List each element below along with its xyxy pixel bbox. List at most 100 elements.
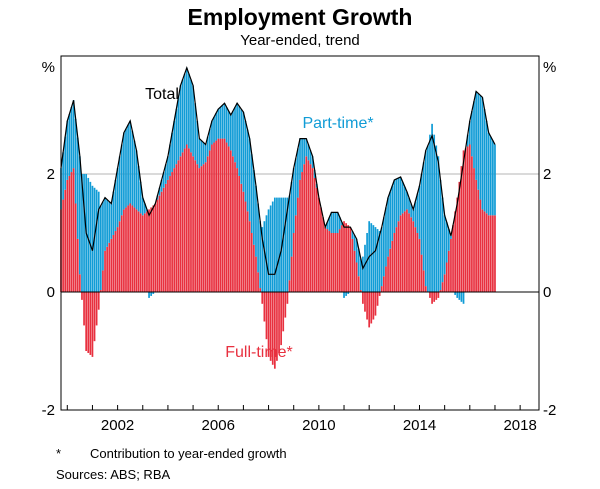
full-time-bar	[104, 250, 106, 292]
part-time-bar	[211, 120, 213, 145]
part-time-bar	[380, 227, 383, 287]
full-time-bar	[198, 168, 201, 292]
part-time-bar	[383, 217, 385, 277]
full-time-bar	[265, 292, 268, 340]
part-time-bar	[253, 170, 255, 245]
full-time-bar	[328, 231, 331, 292]
part-time-bar	[345, 292, 347, 296]
x-tick-label: 2010	[302, 417, 335, 434]
part-time-bar	[481, 97, 484, 210]
full-time-bar	[112, 234, 115, 292]
full-time-bar	[359, 290, 362, 292]
part-time-bar	[181, 79, 184, 153]
part-time-bar	[412, 209, 415, 222]
part-time-bar	[244, 120, 247, 202]
full-time-bar	[160, 191, 163, 292]
part-time-bar	[171, 132, 173, 173]
x-tick-label: 2014	[403, 417, 436, 434]
full-time-bar	[221, 138, 224, 292]
part-time-bar	[135, 150, 138, 210]
part-time-bar	[141, 197, 144, 216]
part-time-bar	[173, 120, 176, 169]
full-time-bar	[206, 156, 209, 292]
part-time-bar	[437, 156, 440, 292]
full-time-bar	[273, 292, 276, 369]
full-time-bar	[460, 166, 463, 292]
part-time-bar	[125, 128, 127, 208]
full-time-bar	[334, 233, 337, 292]
part-time-bar	[269, 205, 272, 292]
part-time-bar	[273, 197, 276, 292]
full-time-bar	[137, 211, 140, 292]
full-time-bar	[129, 203, 132, 292]
part-time-bar	[213, 116, 215, 143]
part-time-bar	[372, 225, 375, 292]
full-time-bar	[213, 142, 215, 292]
part-time-bar	[473, 101, 475, 169]
full-time-bar	[108, 242, 111, 292]
part-time-bar	[439, 179, 442, 291]
full-time-bar	[422, 270, 425, 292]
part-time-bar	[431, 123, 433, 292]
part-time-bar	[290, 181, 293, 257]
full-time-bar	[250, 233, 253, 292]
footnote: * Contribution to year-ended growth	[56, 446, 287, 461]
part-time-bar	[76, 137, 79, 239]
full-time-bar	[202, 164, 205, 292]
full-time-bar	[418, 238, 421, 292]
part-time-bar	[167, 156, 169, 180]
full-time-bar	[372, 292, 375, 320]
part-time-bar	[144, 203, 146, 214]
part-time-bar	[435, 145, 438, 292]
part-time-bar	[232, 111, 234, 157]
full-time-bar	[217, 138, 220, 292]
full-time-bar	[62, 199, 64, 292]
full-time-bar	[135, 209, 138, 292]
part-time-bar	[297, 148, 299, 198]
part-time-bar	[261, 227, 264, 292]
part-time-bar	[204, 144, 207, 163]
part-time-bar	[395, 178, 398, 228]
part-time-bar	[424, 150, 427, 287]
part-time-bar	[351, 231, 354, 239]
part-time-bar	[387, 197, 389, 257]
full-time-bar	[477, 189, 480, 292]
part-time-bar	[330, 212, 333, 233]
part-time-bar	[183, 73, 186, 149]
full-time-bar	[280, 292, 282, 346]
full-time-bar	[85, 292, 88, 351]
part-time-bar	[102, 201, 104, 271]
full-time-bar	[307, 160, 310, 292]
full-time-bar	[313, 177, 316, 292]
part-time-bar	[456, 292, 459, 298]
part-time-bar	[123, 132, 125, 210]
part-time-bar	[64, 136, 67, 190]
part-time-bar	[248, 138, 251, 222]
part-time-bar	[458, 292, 461, 300]
full-time-bar	[297, 197, 299, 292]
full-time-bar	[72, 168, 75, 292]
part-time-bar	[255, 185, 257, 257]
part-time-bar	[494, 144, 496, 216]
full-time-bar	[437, 292, 440, 298]
full-time-bar	[456, 197, 459, 292]
part-time-bar	[169, 144, 171, 176]
part-time-bar	[286, 197, 289, 292]
full-time-bar	[443, 274, 446, 292]
full-time-bar	[406, 209, 408, 292]
full-time-bar	[318, 197, 320, 292]
chart-subtitle: Year-ended, trend	[240, 32, 360, 49]
part-time-bar	[389, 191, 392, 249]
part-time-bar	[422, 162, 425, 271]
part-time-bar	[133, 140, 136, 208]
full-time-bar	[276, 292, 278, 361]
full-time-bar	[315, 187, 318, 292]
full-time-bar	[433, 292, 436, 302]
full-time-bar	[357, 276, 360, 292]
full-time-bar	[454, 211, 456, 292]
plot-frame	[60, 55, 540, 411]
part-time-bar	[236, 103, 238, 169]
part-time-bar	[401, 181, 404, 214]
full-time-bar	[410, 217, 412, 292]
